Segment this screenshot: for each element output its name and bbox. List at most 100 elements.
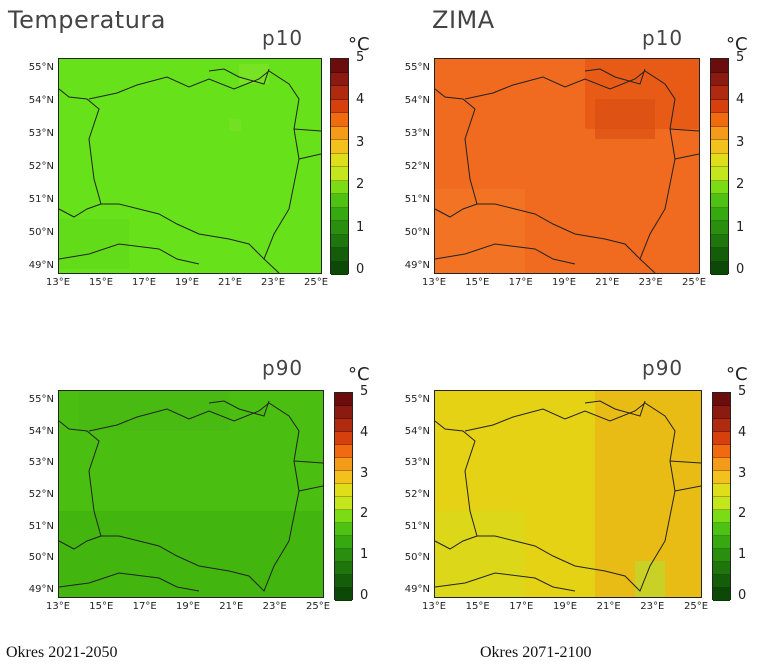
colorbar-cell xyxy=(335,484,352,497)
longitude-label: 21°E xyxy=(219,601,244,612)
unit-label: °C xyxy=(348,34,370,55)
colorbar-cell xyxy=(713,562,730,575)
unit-label: °C xyxy=(348,364,370,385)
colorbar-cell xyxy=(335,562,352,575)
longitude-label: 13°E xyxy=(45,601,71,612)
latitude-label: 51°N xyxy=(404,520,430,532)
colorbar-cell xyxy=(711,261,728,275)
colorbar-cell xyxy=(331,167,348,181)
colorbar-tick-label: 0 xyxy=(360,588,369,603)
latitude-label: 50°N xyxy=(404,227,430,238)
longitude-label: 13°E xyxy=(421,277,447,288)
longitude-label: 21°E xyxy=(596,601,621,612)
longitude-label: 17°E xyxy=(132,601,157,612)
latitude-label: 49°N xyxy=(404,584,430,595)
colorbar-tick-label: 4 xyxy=(736,92,745,108)
colorbar-cell xyxy=(713,588,730,601)
longitude-label: 19°E xyxy=(552,601,578,612)
colorbar-cell xyxy=(713,510,730,523)
longitude-label: 25°E xyxy=(305,601,331,612)
latitude-label: 52°N xyxy=(404,489,430,500)
colorbar-cell xyxy=(711,113,728,127)
colorbar-tick-label: 3 xyxy=(736,134,745,150)
colorbar-cell xyxy=(711,248,728,262)
figure-title-right: ZIMA xyxy=(432,6,495,34)
colorbar-cell xyxy=(713,471,730,484)
colorbar-cell xyxy=(711,153,728,167)
map-panel-p10-2071-2100 xyxy=(434,58,700,274)
colorbar-cell xyxy=(331,221,348,235)
longitude-label: 21°E xyxy=(595,277,620,288)
colorbar-cell xyxy=(335,406,352,419)
colorbar-cell xyxy=(331,140,348,154)
unit-label: °C xyxy=(726,364,748,385)
colorbar-cell xyxy=(711,207,728,221)
colorbar-cell xyxy=(331,126,348,140)
latitude-label: 50°N xyxy=(28,552,54,564)
colorbar-cell xyxy=(331,99,348,113)
colorbar-tick-label: 3 xyxy=(738,465,747,481)
colorbar-cell xyxy=(331,113,348,127)
map-panel-p90-2071-2100 xyxy=(434,390,702,598)
colorbar-tick-label: 3 xyxy=(360,465,369,481)
unit-label: °C xyxy=(726,34,748,55)
longitude-label: 13°E xyxy=(45,277,71,288)
colorbar-2 xyxy=(710,58,729,275)
colorbar-cell xyxy=(331,153,348,167)
colorbar-cell xyxy=(713,432,730,445)
colorbar-tick-label: 3 xyxy=(356,134,365,150)
longitude-label: 19°E xyxy=(551,277,577,288)
colorbar-cell xyxy=(711,167,728,181)
colorbar-cell xyxy=(713,445,730,458)
colorbar-cell xyxy=(335,588,352,601)
latitude-label: 54°N xyxy=(404,425,430,437)
colorbar-cell xyxy=(711,180,728,194)
colorbar-tick-label: 2 xyxy=(738,506,747,522)
figure-title-left: Temperatura xyxy=(8,6,166,34)
map-panel-p10-2021-2050 xyxy=(58,58,322,274)
colorbar-tick-label: 1 xyxy=(360,547,369,563)
latitude-label: 50°N xyxy=(404,552,430,564)
colorbar-cell xyxy=(711,194,728,208)
longitude-label: 17°E xyxy=(509,601,534,612)
colorbar-cell xyxy=(331,261,348,275)
latitude-label: 53°N xyxy=(28,457,54,469)
colorbar-cell xyxy=(331,72,348,86)
colorbar-cell xyxy=(713,497,730,510)
colorbar-tick-label: 0 xyxy=(736,262,745,277)
colorbar-cell xyxy=(713,419,730,432)
colorbar-cell xyxy=(711,221,728,235)
colorbar-cell xyxy=(713,549,730,562)
latitude-label: 55°N xyxy=(28,394,54,405)
longitude-label: 25°E xyxy=(303,277,329,288)
longitude-label: 17°E xyxy=(131,277,157,288)
latitude-label: 55°N xyxy=(28,62,54,73)
colorbar-tick-label: 4 xyxy=(356,92,365,108)
latitude-label: 53°N xyxy=(404,457,430,469)
longitude-label: 13°E xyxy=(421,601,447,612)
panel-p10-right-label: p10 xyxy=(642,26,684,50)
longitude-label: 25°E xyxy=(683,601,709,612)
colorbar-tick-label: 1 xyxy=(738,547,747,563)
latitude-label: 52°N xyxy=(28,489,54,500)
colorbar-cell xyxy=(335,510,352,523)
colorbar-cell xyxy=(331,207,348,221)
latitude-label: 50°N xyxy=(28,227,54,238)
colorbar-cell xyxy=(335,432,352,445)
colorbar-cell xyxy=(331,248,348,262)
longitude-label: 15°E xyxy=(465,277,490,288)
longitude-label: 25°E xyxy=(681,277,707,288)
longitude-label: 15°E xyxy=(88,277,114,288)
longitude-label: 23°E xyxy=(640,601,665,612)
colorbar-cell xyxy=(335,419,352,432)
latitude-label: 54°N xyxy=(28,95,54,106)
longitude-label: 15°E xyxy=(89,601,114,612)
longitude-label: 17°E xyxy=(508,277,533,288)
latitude-label: 52°N xyxy=(28,161,54,172)
latitude-label: 54°N xyxy=(404,95,430,106)
map-panel-p90-2021-2050 xyxy=(58,390,324,598)
colorbar-tick-label: 2 xyxy=(736,177,745,193)
panel-p10-left-label: p10 xyxy=(262,26,304,50)
longitude-label: 19°E xyxy=(175,601,201,612)
colorbar-cell xyxy=(331,59,348,73)
